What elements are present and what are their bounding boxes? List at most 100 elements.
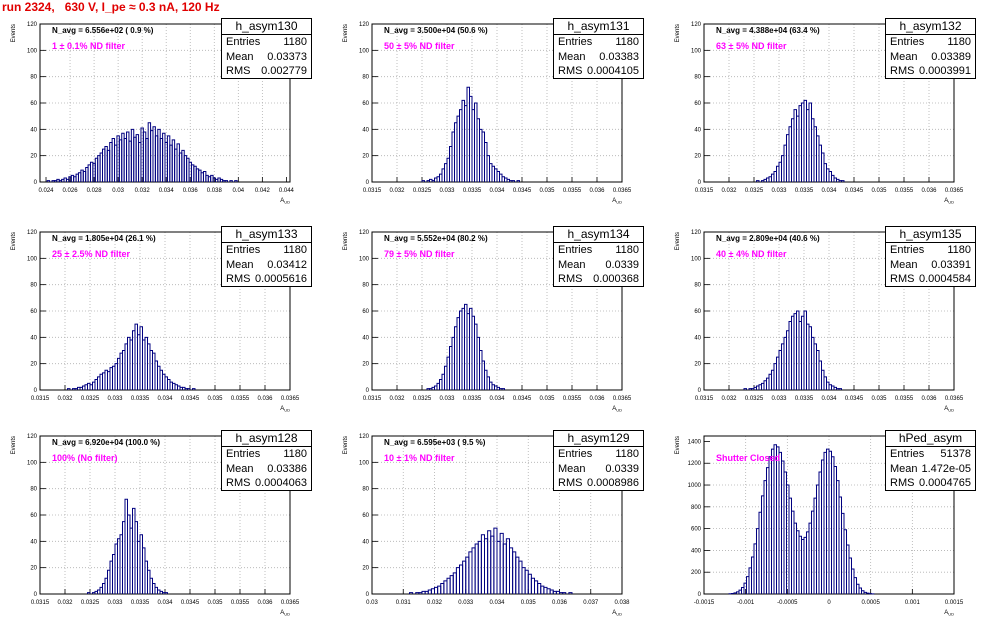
stats-key: Mean — [226, 462, 254, 477]
stats-value: 1180 — [615, 35, 639, 50]
x-tick-label: 0.036 — [589, 396, 605, 402]
navg-label: N_avg = 1.805e+04 (26.1 %) — [52, 234, 156, 243]
x-tick-label: 0.0325 — [81, 396, 100, 402]
x-tick-label: 0.0365 — [613, 396, 632, 402]
stats-value: 0.0339 — [605, 258, 639, 273]
x-tick-label: 0.0335 — [463, 396, 482, 402]
x-tick-label: 0.032 — [57, 396, 73, 402]
histogram-name: h_asym135 — [886, 227, 975, 243]
x-tick-label: 0.0315 — [31, 396, 50, 402]
x-tick-label: 0.034 — [489, 188, 505, 194]
stats-key: Mean — [226, 50, 254, 65]
stats-value: 0.03386 — [267, 462, 307, 477]
x-tick-label: 0.0345 — [513, 396, 532, 402]
x-tick-label: 0.0345 — [845, 396, 864, 402]
x-tick-label: 0.035 — [539, 188, 555, 194]
x-tick-label: 0.0355 — [231, 600, 250, 606]
x-tick-label: 0.0345 — [513, 188, 532, 194]
y-tick-label: 0 — [366, 388, 370, 394]
stats-row-mean: Mean 0.03373 — [222, 50, 311, 65]
x-tick-label: 0.033 — [439, 396, 455, 402]
y-tick-label: 120 — [691, 22, 702, 28]
y-tick-label: 1200 — [688, 461, 702, 467]
histogram-name: h_asym128 — [222, 431, 311, 447]
y-axis-label: Events — [343, 232, 349, 250]
x-tick-label: 0.0315 — [31, 600, 50, 606]
stats-value: 0.03373 — [267, 50, 307, 65]
x-tick-label: 0.0325 — [413, 396, 432, 402]
stats-key: RMS — [558, 476, 582, 491]
x-tick-label: 0.035 — [207, 600, 223, 606]
x-tick-label: 0.038 — [207, 188, 223, 194]
x-axis-label: AUD — [280, 610, 290, 617]
x-axis-label: AUD — [944, 610, 954, 617]
stats-value: 51378 — [940, 447, 971, 462]
x-tick-label: 0.0335 — [795, 396, 814, 402]
histogram-name: h_asym129 — [554, 431, 643, 447]
navg-label: N_avg = 4.388e+04 (63.4 %) — [716, 26, 820, 35]
stats-key: Entries — [226, 243, 260, 258]
x-tick-label: 0.033 — [107, 396, 123, 402]
stats-value: 0.0004063 — [255, 476, 307, 491]
x-tick-label: 0 — [827, 600, 831, 606]
x-tick-label: 0.034 — [489, 600, 505, 606]
y-tick-label: 80 — [30, 75, 37, 81]
histogram-name: hPed_asym — [886, 431, 975, 447]
stats-key: Entries — [226, 447, 260, 462]
y-axis-label: Events — [11, 24, 17, 42]
y-tick-label: 40 — [362, 127, 369, 133]
x-tick-label: 0.0365 — [945, 396, 964, 402]
y-tick-label: 40 — [30, 539, 37, 545]
stats-key: Entries — [226, 35, 260, 50]
y-tick-label: 20 — [362, 154, 369, 160]
x-tick-label: 0.0315 — [363, 188, 382, 194]
filter-label: 10 ± 1% ND filter — [384, 453, 454, 463]
y-tick-label: 20 — [30, 362, 37, 368]
x-axis-label: AUD — [944, 198, 954, 205]
x-tick-label: 0.033 — [771, 188, 787, 194]
x-tick-label: 0.032 — [721, 396, 737, 402]
y-axis-label: Events — [675, 436, 681, 454]
stats-key: Entries — [558, 447, 592, 462]
x-tick-label: 0.031 — [396, 600, 412, 606]
x-tick-label: 0.028 — [87, 188, 103, 194]
y-tick-label: 0 — [698, 180, 702, 186]
x-tick-label: 0.0015 — [945, 600, 964, 606]
x-tick-label: 0.0335 — [131, 600, 150, 606]
x-tick-label: 0.0315 — [695, 396, 714, 402]
x-tick-label: 0.0325 — [413, 188, 432, 194]
filter-label: 25 ± 2.5% ND filter — [52, 249, 130, 259]
y-tick-label: 120 — [27, 230, 38, 236]
stats-key: Entries — [558, 35, 592, 50]
x-tick-label: 0.024 — [39, 188, 55, 194]
y-tick-label: 0 — [34, 180, 38, 186]
navg-label: N_avg = 5.552e+04 (80.2 %) — [384, 234, 488, 243]
navg-label: N_avg = 6.556e+02 ( 0.9 %) — [52, 26, 153, 35]
stats-key: RMS — [890, 64, 914, 79]
run-title: run 2324, 630 V, I_pe ≈ 0.3 nA, 120 Hz — [2, 0, 220, 14]
y-tick-label: 60 — [362, 101, 369, 107]
stats-key: Mean — [558, 462, 586, 477]
x-tick-label: 0.034 — [489, 396, 505, 402]
y-tick-label: 40 — [30, 127, 37, 133]
filter-label: 79 ± 5% ND filter — [384, 249, 454, 259]
stats-value: 1180 — [283, 35, 307, 50]
stats-key: RMS — [226, 272, 250, 287]
y-tick-label: 20 — [30, 566, 37, 572]
filter-label: 1 ± 0.1% ND filter — [52, 41, 125, 51]
